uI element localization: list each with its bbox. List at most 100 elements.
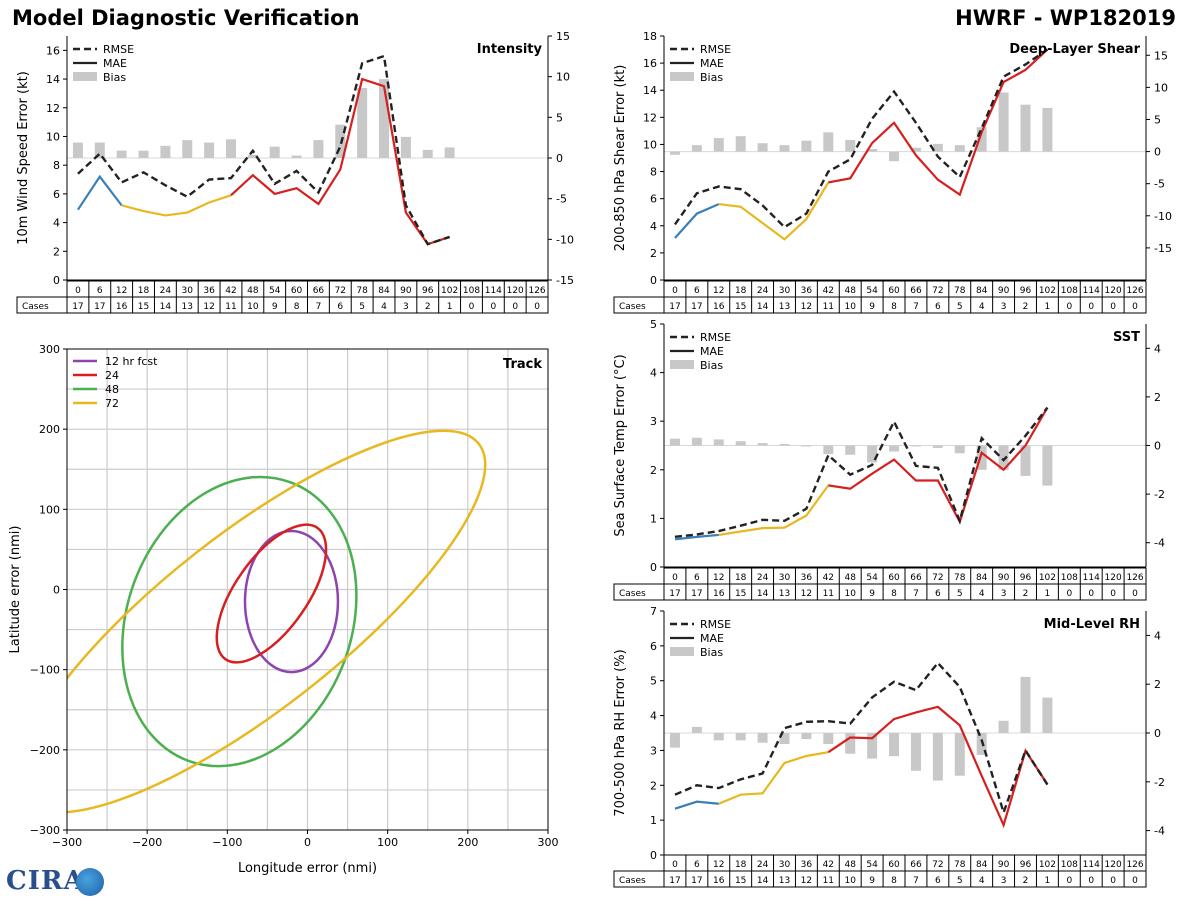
y2-tick-label: 2 (1154, 678, 1161, 691)
y2-tick-label: 15 (1154, 49, 1168, 62)
case-count: 3 (1001, 589, 1007, 599)
lead-time-label: 0 (672, 286, 678, 296)
lead-time-label: 18 (138, 286, 150, 296)
storm-id-title: HWRF - WP182019 (955, 6, 1176, 30)
rmse-line (673, 48, 1049, 229)
case-count: 9 (869, 589, 875, 599)
bias-bar (757, 733, 768, 743)
bias-bar (691, 437, 702, 446)
bias-bar (713, 138, 724, 152)
case-count: 11 (823, 302, 834, 312)
bias-bar (669, 151, 680, 155)
bias-bar (845, 445, 856, 455)
case-count: 7 (316, 302, 322, 312)
bias-bar (757, 443, 768, 446)
y-tick-label: 6 (53, 188, 60, 201)
case-count: 13 (779, 302, 790, 312)
mae-line-mid (718, 751, 829, 805)
lead-time-label: 102 (1039, 573, 1056, 583)
case-count: 0 (1132, 589, 1138, 599)
lead-time-label: 114 (1083, 860, 1100, 870)
bias-bar (182, 140, 193, 158)
case-count: 0 (1132, 876, 1138, 886)
y-tick-label: 3 (650, 744, 657, 757)
case-count: 8 (891, 876, 897, 886)
y-tick-label: 4 (53, 217, 60, 230)
case-count: 17 (72, 302, 83, 312)
lead-time-label: 108 (1061, 860, 1078, 870)
lead-time-label: 126 (1126, 573, 1143, 583)
case-count: 14 (160, 302, 172, 312)
lead-time-label: 54 (269, 286, 281, 296)
case-count: 1 (1045, 876, 1051, 886)
panel-track: −300−300 −200 −200 −100 −100 0 0 100 100 200 200 30… (8, 343, 559, 876)
bias-bar (379, 79, 390, 158)
lead-time-label: 36 (203, 286, 215, 296)
lead-time-label: 78 (954, 573, 966, 583)
bias-bar (932, 733, 943, 781)
mae-line-early (674, 203, 720, 239)
cases-row-frame (613, 870, 1147, 888)
bias-bar (1042, 697, 1053, 733)
y2-tick-label: 5 (556, 111, 563, 124)
bias-bar (116, 150, 127, 158)
lead-time-table: Cases01761712161815241430133612421148105… (613, 280, 1147, 314)
lead-time-label: 54 (866, 286, 878, 296)
lead-time-label: 90 (998, 573, 1010, 583)
lead-time-label: 60 (291, 286, 303, 296)
lead-time-label: 126 (528, 286, 545, 296)
bias-bar (779, 444, 790, 446)
legend-label: 24 (105, 369, 119, 382)
bias-bar (422, 149, 433, 158)
case-count: 17 (691, 302, 702, 312)
y-tick-label: 16 (46, 44, 60, 57)
y2-tick-label: 0 (1154, 146, 1161, 159)
track-ellipse-4 (67, 429, 487, 814)
lead-time-label: 72 (932, 860, 943, 870)
cases-label: Cases (619, 302, 646, 312)
bias-bar (691, 726, 702, 733)
bias-bar (910, 445, 921, 447)
lead-time-table: Cases01761712161815241430133612421148105… (16, 280, 549, 314)
bias-bar (932, 445, 943, 448)
case-count: 15 (735, 302, 746, 312)
y-tick-label: 6 (650, 640, 657, 653)
legend-bias-label: Bias (103, 71, 126, 84)
bias-bar (823, 445, 834, 455)
case-count: 11 (823, 589, 834, 599)
y2-tick-label: 15 (556, 30, 570, 43)
legend-bias-swatch (670, 647, 694, 656)
bias-bar (204, 142, 215, 158)
legend-label: 72 (105, 397, 119, 410)
legend-bias-label: Bias (700, 71, 723, 84)
lead-time-label: 84 (976, 860, 988, 870)
case-count: 16 (713, 589, 725, 599)
case-count: 11 (225, 302, 236, 312)
y-tick-label: 0 (650, 849, 657, 862)
case-count: 12 (801, 589, 812, 599)
legend-bias-swatch (670, 72, 694, 81)
y2-tick-label: -4 (1154, 825, 1165, 838)
cases-label: Cases (22, 302, 49, 312)
lead-time-label: 114 (1083, 573, 1100, 583)
case-count: 13 (779, 876, 790, 886)
mae-line-early (77, 174, 123, 211)
case-count: 1 (1045, 589, 1051, 599)
lead-time-label: 102 (1039, 286, 1056, 296)
lead-time-label: 48 (845, 860, 857, 870)
bias-bar (735, 136, 746, 152)
lead-time-label: 90 (998, 286, 1010, 296)
y2-tick-label: -4 (1154, 537, 1165, 550)
bias-bar (735, 733, 746, 741)
lead-time-label: 72 (335, 286, 346, 296)
case-count: 6 (935, 302, 941, 312)
cira-logo: CIRA (6, 866, 85, 896)
lead-time-label: 18 (735, 860, 747, 870)
lead-time-label: 54 (866, 860, 878, 870)
lead-time-label: 60 (888, 860, 900, 870)
legend-bias-label: Bias (700, 646, 723, 659)
track-ellipse-2 (215, 523, 328, 664)
case-count: 17 (691, 589, 702, 599)
